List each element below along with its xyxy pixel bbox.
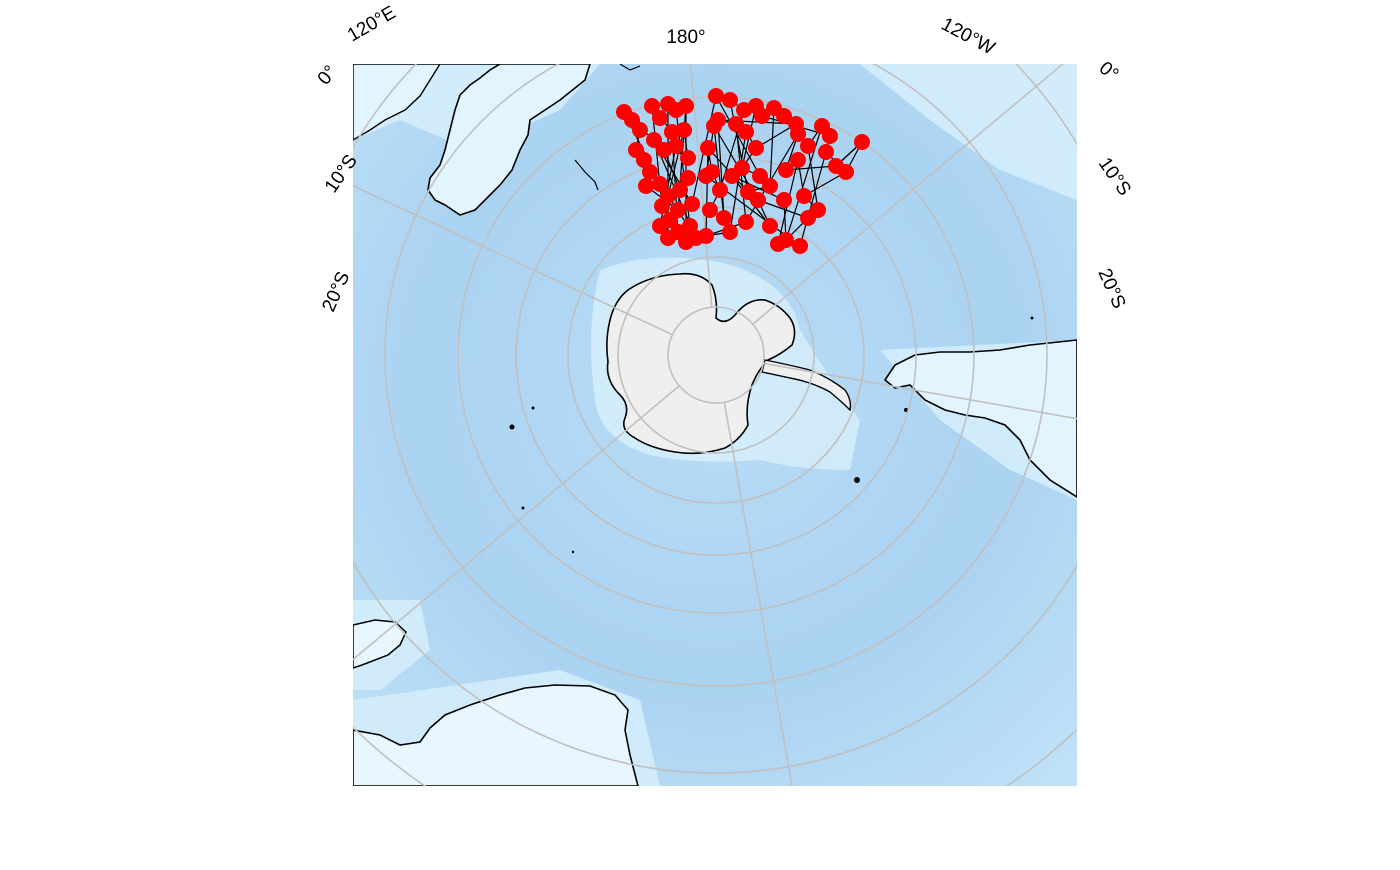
label-lat-0-right: 0° bbox=[1095, 58, 1122, 86]
track-point bbox=[790, 126, 806, 142]
track-point bbox=[818, 144, 834, 160]
track-point bbox=[680, 170, 696, 186]
landmass-africa bbox=[353, 684, 639, 786]
track-point bbox=[708, 88, 724, 104]
landmass-antarctic-peninsula bbox=[761, 359, 852, 412]
graticule-meridian bbox=[689, 64, 713, 308]
track-point bbox=[672, 182, 688, 198]
track-point bbox=[750, 192, 766, 208]
track-point bbox=[754, 108, 770, 124]
track-point bbox=[854, 134, 870, 150]
track-point bbox=[822, 128, 838, 144]
track-point bbox=[642, 164, 658, 180]
track-point bbox=[792, 238, 808, 254]
graticule-meridian bbox=[353, 385, 680, 661]
track-segment bbox=[715, 95, 761, 177]
track-point bbox=[722, 224, 738, 240]
track-point bbox=[724, 168, 740, 184]
track-segment bbox=[785, 125, 823, 241]
graticule-parallel bbox=[667, 306, 765, 404]
track-point bbox=[670, 202, 686, 218]
label-lon-180: 180° bbox=[666, 27, 705, 48]
track-point bbox=[676, 122, 692, 138]
track-point bbox=[776, 108, 792, 124]
track-point bbox=[698, 228, 714, 244]
landmass-madagascar bbox=[353, 619, 407, 669]
small-islands bbox=[509, 316, 1034, 554]
graticule-parallel bbox=[384, 64, 1048, 687]
landmass-south-america bbox=[883, 339, 1077, 498]
track-point bbox=[762, 218, 778, 234]
label-lon-120w: 120°W bbox=[938, 14, 998, 59]
track-point bbox=[738, 214, 754, 230]
track-point bbox=[638, 178, 654, 194]
graticule-parallel bbox=[617, 256, 815, 454]
label-lat-10s-right: 10°S bbox=[1094, 154, 1135, 200]
track-point bbox=[800, 210, 816, 226]
track-point bbox=[770, 236, 786, 252]
graticule-meridian bbox=[752, 64, 1065, 325]
label-lat-20s-right: 20°S bbox=[1093, 265, 1129, 311]
graticule-meridian bbox=[353, 184, 673, 336]
track-segment bbox=[799, 151, 827, 247]
graticule-meridian bbox=[723, 402, 793, 786]
track-point bbox=[632, 122, 648, 138]
graticule-parallel bbox=[515, 154, 917, 556]
track-point bbox=[706, 118, 722, 134]
track-segment bbox=[729, 131, 747, 233]
label-lat-0-left: 0° bbox=[314, 62, 342, 89]
track-point bbox=[646, 132, 662, 148]
label-lat-20s-left: 20°S bbox=[318, 269, 354, 315]
track-point bbox=[778, 162, 794, 178]
track-point bbox=[698, 168, 714, 184]
track-point bbox=[738, 124, 754, 140]
track-point bbox=[790, 152, 806, 168]
track-point bbox=[678, 98, 694, 114]
track-segment bbox=[769, 107, 775, 187]
track-point bbox=[722, 92, 738, 108]
track-point bbox=[664, 124, 680, 140]
track-point bbox=[800, 138, 816, 154]
track-point bbox=[762, 178, 778, 194]
track-point bbox=[654, 198, 670, 214]
track-point bbox=[682, 218, 698, 234]
track-segment bbox=[717, 119, 725, 219]
track-point bbox=[748, 140, 764, 156]
track-point bbox=[828, 158, 844, 174]
track-point bbox=[680, 150, 696, 166]
track-point bbox=[636, 152, 652, 168]
track-point bbox=[702, 202, 718, 218]
track-point bbox=[716, 210, 732, 226]
track-segment bbox=[729, 99, 749, 193]
graticule-meridian bbox=[763, 362, 1077, 420]
landmass-islands-topright bbox=[574, 64, 641, 191]
track-point bbox=[652, 176, 668, 192]
track-point bbox=[668, 138, 684, 154]
track-point bbox=[684, 196, 700, 212]
track-point bbox=[652, 110, 668, 126]
track-point bbox=[796, 188, 812, 204]
track-segment bbox=[705, 147, 709, 237]
track-point bbox=[644, 98, 660, 114]
track-point bbox=[652, 218, 668, 234]
track-point bbox=[752, 168, 768, 184]
track-segment bbox=[807, 145, 819, 211]
track-segment bbox=[757, 199, 809, 219]
landmass-australia-region bbox=[353, 64, 591, 216]
track-points bbox=[616, 88, 870, 254]
track-point bbox=[776, 192, 792, 208]
track-point bbox=[712, 182, 728, 198]
track-segment bbox=[803, 171, 847, 197]
track-point bbox=[700, 140, 716, 156]
graticule-parallel bbox=[353, 64, 1077, 774]
label-lon-120e: 120°E bbox=[344, 2, 400, 46]
